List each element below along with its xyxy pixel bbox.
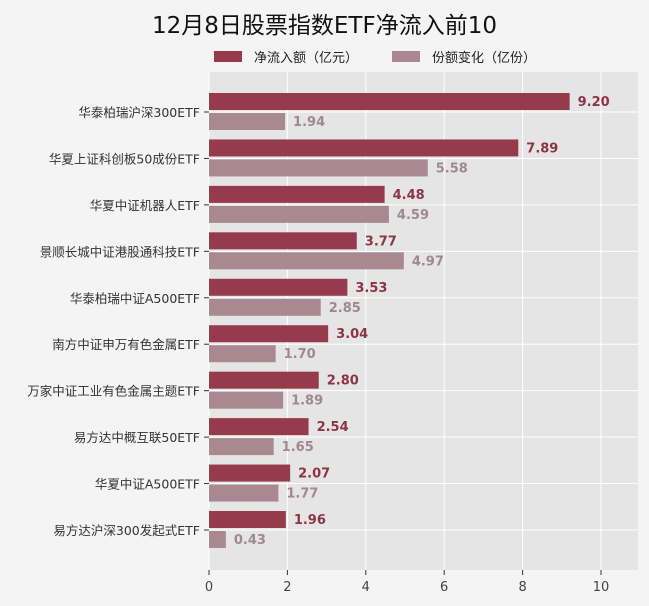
legend-swatch [392, 51, 420, 62]
net-inflow-label: 7.89 [526, 141, 558, 156]
legend-swatch [214, 51, 242, 62]
category-label: 易方达中概互联50ETF [74, 430, 200, 445]
net-inflow-bar [209, 511, 286, 528]
x-tick-label: 0 [205, 580, 213, 595]
share-change-label: 1.77 [286, 487, 318, 502]
x-tick-label: 6 [440, 580, 448, 595]
share-change-label: 1.65 [282, 440, 314, 455]
category-label: 华夏上证科创板50成份ETF [49, 151, 200, 166]
net-inflow-bar [209, 464, 291, 482]
category-label: 华泰柏瑞沪深300ETF [78, 105, 200, 120]
category-label: 易方达沪深300发起式ETF [53, 523, 200, 538]
chart-title: 12月8日股票指数ETF净流入前10 [152, 13, 497, 39]
category-label: 景顺长城中证港股通科技ETF [40, 244, 200, 259]
net-inflow-label: 3.77 [365, 234, 397, 249]
legend-label: 份额变化（亿份） [432, 50, 536, 66]
net-inflow-bar [209, 185, 385, 203]
share-change-bar [209, 205, 389, 223]
share-change-label: 4.59 [397, 208, 429, 223]
x-tick-label: 2 [283, 580, 291, 595]
net-inflow-bar [209, 93, 570, 110]
net-inflow-bar [209, 418, 309, 436]
share-change-bar [209, 298, 321, 316]
net-inflow-bar [209, 325, 329, 343]
share-change-bar [209, 438, 274, 456]
share-change-bar [209, 391, 284, 409]
share-change-label: 4.97 [412, 254, 444, 269]
net-inflow-label: 2.54 [317, 420, 349, 435]
category-label: 华夏中证机器人ETF [90, 198, 200, 213]
net-inflow-bar [209, 232, 357, 250]
x-tick-label: 10 [593, 580, 610, 595]
net-inflow-bar [209, 139, 519, 157]
net-inflow-label: 2.80 [327, 374, 359, 389]
net-inflow-label: 1.96 [294, 513, 326, 528]
category-label: 万家中证工业有色金属主题ETF [27, 384, 200, 399]
x-tick-label: 4 [362, 580, 370, 595]
share-change-bar [209, 252, 404, 270]
share-change-bar [209, 159, 428, 177]
share-change-label: 0.43 [234, 533, 266, 548]
share-change-label: 1.70 [284, 347, 316, 362]
net-inflow-label: 2.07 [298, 467, 330, 482]
share-change-bar [209, 484, 279, 502]
share-change-bar [209, 531, 226, 548]
net-inflow-bar [209, 278, 348, 296]
category-label: 南方中证申万有色金属ETF [52, 337, 200, 352]
net-inflow-label: 4.48 [393, 188, 425, 203]
net-inflow-label: 3.53 [355, 281, 387, 296]
x-tick-label: 8 [518, 580, 526, 595]
share-change-label: 1.89 [291, 394, 323, 409]
share-change-label: 1.94 [293, 115, 325, 130]
net-inflow-bar [209, 371, 319, 389]
category-label: 华夏中证A500ETF [95, 477, 200, 492]
share-change-label: 2.85 [329, 301, 361, 316]
category-label: 华泰柏瑞中证A500ETF [70, 291, 200, 306]
share-change-label: 5.58 [436, 161, 468, 176]
share-change-bar [209, 345, 276, 363]
share-change-bar [209, 113, 286, 130]
net-inflow-label: 3.04 [336, 327, 368, 342]
net-inflow-label: 9.20 [578, 95, 610, 110]
legend-label: 净流入额（亿元） [254, 51, 358, 66]
